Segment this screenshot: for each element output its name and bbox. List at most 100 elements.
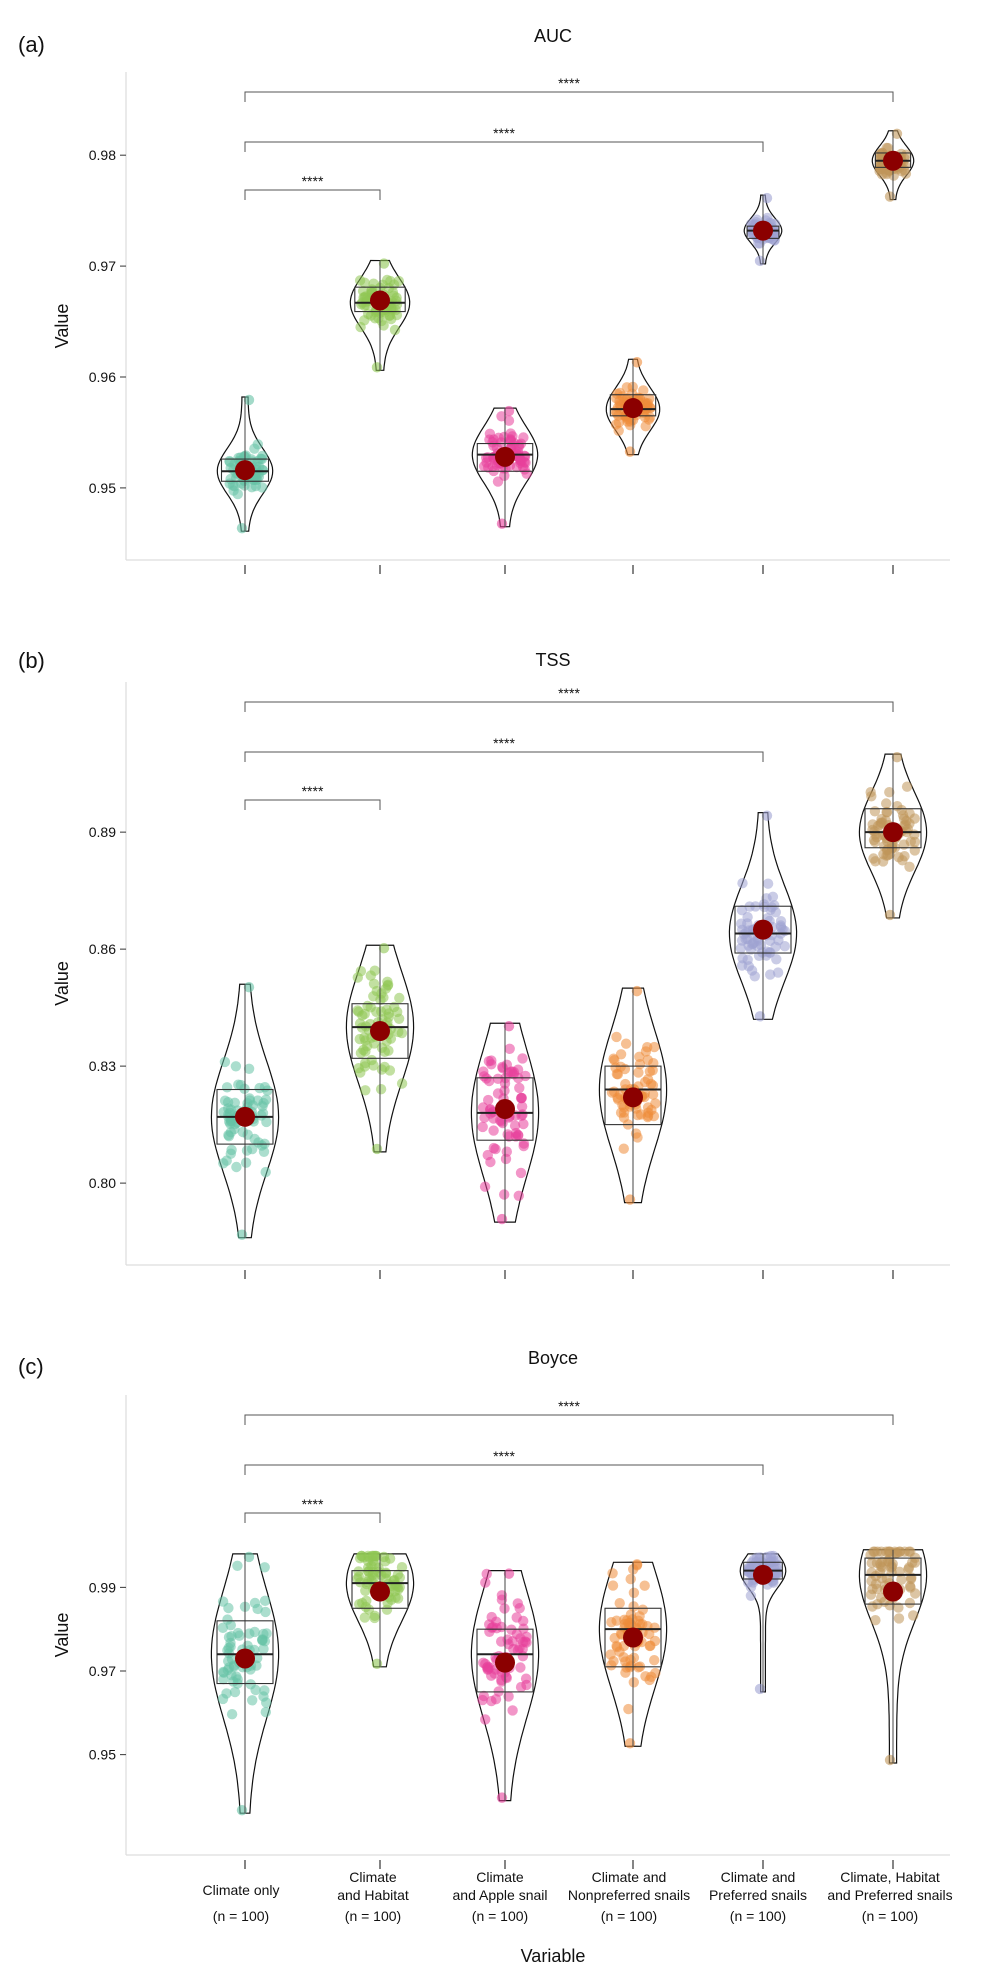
series-1 [349,258,411,373]
data-point [737,953,748,964]
mean-marker [495,1099,515,1120]
data-point [221,1082,233,1093]
data-point [229,481,240,492]
data-point-max [631,357,643,368]
bracket-line [244,91,894,102]
data-point [610,419,622,430]
data-point [393,275,404,287]
data-point [753,238,764,249]
data-point [766,902,777,913]
data-point [620,1667,631,1678]
data-point [612,1092,623,1104]
data-point [878,849,889,860]
y-tick-label: 0.96 [89,369,116,385]
data-point [369,965,380,976]
x-category-4-line1: Climate and [721,1869,796,1885]
panel-boyce: (c) Boyce 0.95 0.97 0.99 Value **** **** **** [18,1348,950,1869]
data-point [477,1121,488,1133]
data-point [767,891,779,902]
bracket-line [244,751,764,762]
data-point [503,415,515,426]
data-point [867,1601,878,1612]
data-point-max [891,128,903,139]
data-point-min [496,518,508,529]
data-point-max [243,982,255,993]
series-2 [470,1021,540,1225]
x-category-1-line2: and Habitat [337,1887,409,1903]
data-point-max [503,1568,515,1579]
data-point-min [236,1804,248,1816]
data-point [223,1602,234,1614]
data-point [628,1587,640,1599]
data-point [870,856,881,867]
data-point [230,1061,242,1072]
bracket-line [244,701,894,712]
data-point-max [631,1560,643,1571]
data-point [518,1140,529,1152]
data-point [642,1042,653,1053]
mean-marker [753,220,773,241]
data-point [497,1061,508,1073]
data-point [877,1562,888,1573]
data-point [383,1011,394,1023]
x-category-5-n: (n = 100) [862,1908,918,1924]
data-point [514,1642,525,1654]
significance-label: **** [302,783,324,799]
data-point [353,1006,364,1017]
data-point [521,468,532,479]
data-point [235,1079,247,1091]
series-5 [858,751,928,921]
data-point [521,1679,532,1691]
data-point [384,1065,396,1076]
data-point [240,450,251,461]
data-point [514,1082,525,1094]
data-point [486,1611,497,1623]
data-point [777,924,788,935]
data-point [231,1161,242,1173]
data-point [362,1555,374,1567]
data-point [486,1055,497,1066]
data-point [909,845,920,856]
data-point-max [243,394,255,406]
data-point [896,1574,907,1585]
data-point [480,1577,491,1588]
data-point [516,1092,527,1104]
data-point [480,1658,491,1670]
data-point [360,1085,371,1096]
data-point [903,1562,915,1573]
iqr-box [604,1065,662,1126]
data-point [640,421,651,432]
data-point [632,1109,643,1121]
data-point-min [884,191,896,202]
mean-marker [235,460,255,481]
data-point-min [754,1683,766,1695]
data-point-max [503,405,515,417]
data-point [396,1078,408,1089]
significance-label: **** [493,1448,515,1464]
data-point [260,1094,272,1105]
mean-marker [623,1627,643,1648]
data-point [512,1064,524,1075]
data-point [737,878,748,889]
y-tick-label: 0.97 [89,258,116,274]
data-point [772,967,784,978]
data-point [502,1129,513,1140]
data-point [893,1602,904,1613]
data-point [481,1568,492,1580]
data-point [226,1709,238,1720]
data-point-min [624,1194,636,1205]
data-point [394,992,405,1004]
data-point [645,1640,656,1651]
panel-title: TSS [535,650,570,670]
data-point [521,1631,532,1643]
data-point [745,1590,757,1602]
data-point [634,1059,646,1070]
data-point [511,1612,522,1623]
data-point [243,1063,255,1075]
x-category-2-n: (n = 100) [472,1908,528,1924]
bracket-line [244,189,381,200]
data-point-min [624,446,636,457]
x-category-2-line1: Climate [476,1869,524,1885]
data-point [647,1065,658,1076]
data-point [517,1053,528,1064]
